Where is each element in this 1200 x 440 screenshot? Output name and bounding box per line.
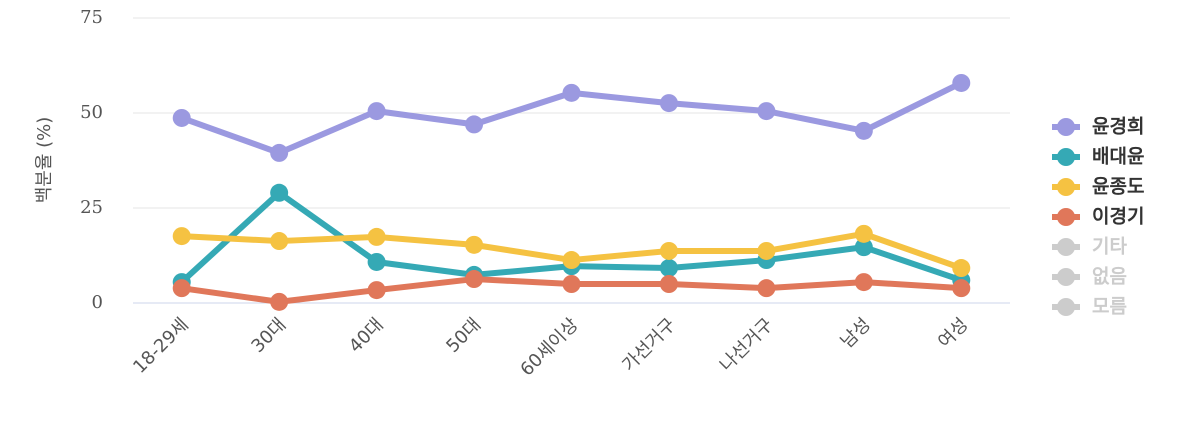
data-point — [465, 270, 484, 289]
data-point — [757, 279, 776, 298]
x-tick-label: 50대 — [442, 314, 485, 357]
y-tick-label: 50 — [80, 102, 103, 123]
x-tick-label: 남성 — [837, 314, 875, 352]
y-tick-label: 75 — [80, 7, 103, 28]
data-point — [659, 259, 678, 278]
data-point — [367, 227, 386, 246]
legend-label: 배대윤 — [1092, 146, 1144, 168]
legend-item[interactable]: 없음 — [1052, 266, 1127, 288]
data-point — [465, 235, 484, 254]
legend-swatch — [1057, 298, 1075, 316]
data-point — [465, 115, 484, 134]
legend-item[interactable]: 윤종도 — [1052, 176, 1144, 198]
x-tick-label: 60세이상 — [516, 314, 582, 380]
legend-label: 모름 — [1092, 296, 1127, 318]
y-tick-label: 0 — [92, 292, 103, 313]
data-point — [952, 73, 971, 92]
data-point — [172, 108, 191, 127]
data-point — [270, 232, 289, 251]
data-point — [854, 224, 873, 243]
data-point — [659, 94, 678, 113]
data-point — [952, 279, 971, 298]
data-point — [854, 121, 873, 140]
data-point — [952, 259, 971, 278]
y-axis-label: 백분율 (%) — [34, 117, 55, 204]
y-tick-label: 25 — [80, 197, 103, 218]
legend-swatch — [1057, 118, 1075, 136]
data-point — [367, 102, 386, 121]
data-point — [562, 83, 581, 102]
data-point — [270, 143, 289, 162]
x-tick-label: 여성 — [934, 314, 972, 352]
x-tick-label: 가선거구 — [618, 314, 680, 376]
data-point — [854, 273, 873, 292]
data-point — [659, 275, 678, 293]
x-tick-label: 18-29세 — [129, 314, 193, 378]
data-point — [757, 241, 776, 260]
legend-swatch — [1057, 148, 1075, 166]
data-point — [562, 275, 581, 293]
legend-swatch — [1057, 178, 1075, 196]
data-point — [270, 183, 289, 202]
x-tick-label: 30대 — [247, 314, 290, 357]
data-point — [757, 102, 776, 121]
legend-label: 기타 — [1092, 236, 1127, 258]
data-point — [659, 241, 678, 260]
legend-item[interactable]: 윤경희 — [1052, 116, 1144, 138]
legend-swatch — [1057, 208, 1075, 226]
data-point — [270, 292, 289, 311]
data-point — [172, 227, 191, 246]
legend-item[interactable]: 이경기 — [1052, 206, 1144, 228]
legend-label: 윤종도 — [1092, 176, 1144, 198]
x-tick-label: 40대 — [345, 314, 388, 357]
x-tick-label: 나선거구 — [716, 314, 778, 376]
legend-swatch — [1057, 268, 1075, 286]
legend-item[interactable]: 배대윤 — [1052, 146, 1144, 168]
data-point — [854, 238, 873, 257]
data-point — [172, 279, 191, 298]
legend-item[interactable]: 기타 — [1052, 236, 1127, 258]
data-point — [367, 281, 386, 300]
data-point — [562, 251, 581, 270]
legend-label: 없음 — [1092, 266, 1127, 288]
data-point — [367, 252, 386, 271]
legend-label: 이경기 — [1092, 206, 1144, 228]
legend-item[interactable]: 모름 — [1052, 296, 1127, 318]
legend-label: 윤경희 — [1092, 116, 1144, 138]
legend-swatch — [1057, 238, 1075, 256]
